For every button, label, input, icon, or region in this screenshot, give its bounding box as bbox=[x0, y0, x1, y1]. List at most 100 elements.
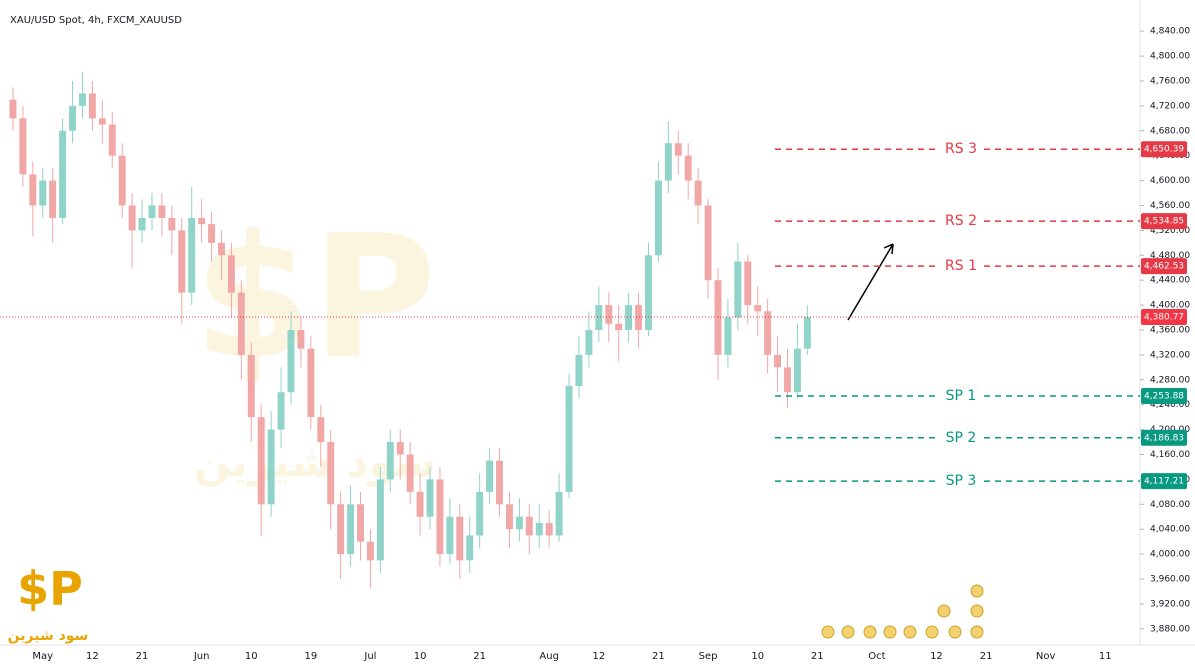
level-tag bbox=[1141, 429, 1187, 446]
level-value-label: 4,117.21 bbox=[1144, 477, 1184, 487]
candle-body bbox=[744, 261, 752, 306]
candle-body bbox=[317, 417, 325, 443]
level-label-bg bbox=[940, 140, 982, 159]
candle-body bbox=[49, 180, 57, 218]
candle-body bbox=[605, 305, 613, 324]
level-label-bg bbox=[940, 428, 982, 447]
candle-body bbox=[774, 354, 782, 368]
watermark-text: سود شیرین bbox=[194, 438, 436, 488]
level-label-bg bbox=[940, 472, 982, 491]
candle-body bbox=[803, 317, 811, 349]
y-tick-label: 4,080.00 bbox=[1150, 500, 1190, 510]
y-tick-label: 4,480.00 bbox=[1150, 251, 1190, 261]
candle-body bbox=[654, 180, 662, 256]
x-tick-label: 21 bbox=[652, 651, 665, 662]
candle-body bbox=[595, 305, 603, 330]
candle-body bbox=[575, 354, 583, 387]
candle-body bbox=[704, 205, 712, 281]
x-tick-label: 12 bbox=[86, 651, 99, 662]
candle-body bbox=[218, 242, 225, 256]
x-tick-label: Aug bbox=[539, 651, 559, 662]
candle-body bbox=[625, 305, 633, 330]
x-tick-label: 21 bbox=[473, 651, 486, 662]
candle-body bbox=[227, 255, 235, 293]
candle-body bbox=[496, 460, 504, 505]
x-tick-label: 11 bbox=[1099, 651, 1112, 662]
candle-body bbox=[476, 491, 484, 536]
candle-body bbox=[208, 224, 216, 243]
candle-body bbox=[466, 535, 474, 561]
y-tick-label: 4,040.00 bbox=[1150, 525, 1190, 535]
y-tick-label: 4,240.00 bbox=[1150, 400, 1190, 410]
x-tick-label: 12 bbox=[930, 651, 943, 662]
candle-body bbox=[486, 460, 494, 492]
level-tag bbox=[1141, 388, 1187, 405]
y-tick-label: 4,400.00 bbox=[1150, 301, 1190, 311]
y-tick-label: 4,680.00 bbox=[1150, 126, 1190, 136]
candle-body bbox=[357, 504, 364, 542]
candle-body bbox=[98, 118, 106, 125]
logo: $P سود شیرین bbox=[8, 562, 89, 645]
watermark-symbol: $P bbox=[194, 199, 437, 397]
level-value-label: 4,186.83 bbox=[1144, 433, 1184, 443]
candle-body bbox=[337, 504, 345, 555]
level-value-label: 4,253.88 bbox=[1144, 392, 1184, 402]
candle-body bbox=[525, 516, 533, 536]
candle-body bbox=[793, 348, 801, 393]
level-tag bbox=[1141, 473, 1187, 490]
candle-body bbox=[128, 205, 136, 231]
y-tick-label: 3,960.00 bbox=[1150, 575, 1190, 585]
level-tag bbox=[1141, 141, 1187, 158]
x-tick-label: 21 bbox=[980, 651, 993, 662]
logo-symbol: $P bbox=[17, 562, 83, 616]
candle-body bbox=[585, 329, 593, 355]
level-tag bbox=[1141, 213, 1187, 230]
candle-body bbox=[376, 479, 384, 561]
candle-body bbox=[29, 174, 37, 206]
x-tick-label: 21 bbox=[811, 651, 824, 662]
candle-body bbox=[515, 516, 523, 530]
candle-body bbox=[138, 217, 146, 231]
candle-body bbox=[257, 417, 265, 505]
candle-body bbox=[545, 522, 553, 536]
x-tick-label: 10 bbox=[414, 651, 427, 662]
x-tick-label: 19 bbox=[304, 651, 317, 662]
y-tick-label: 4,760.00 bbox=[1150, 76, 1190, 86]
candle-body bbox=[505, 504, 513, 530]
candle-body bbox=[78, 93, 86, 106]
candle-body bbox=[644, 255, 652, 330]
candle-body bbox=[694, 180, 702, 206]
level-tag bbox=[1141, 258, 1187, 275]
candle-body bbox=[386, 442, 394, 480]
candle-body bbox=[69, 105, 77, 131]
x-tick-label: Jun bbox=[193, 651, 210, 662]
watermark: $P سود شیرین bbox=[194, 199, 437, 487]
x-tick-label: 21 bbox=[136, 651, 149, 662]
y-tick-label: 4,320.00 bbox=[1150, 350, 1190, 360]
level-value-label: 4,650.39 bbox=[1144, 145, 1184, 155]
y-tick-label: 4,560.00 bbox=[1150, 201, 1190, 211]
candle-body bbox=[168, 217, 176, 231]
x-tick-label: Nov bbox=[1036, 651, 1056, 662]
y-tick-label: 4,000.00 bbox=[1150, 550, 1190, 560]
level-label: RS 2 bbox=[945, 213, 977, 229]
candle-body bbox=[754, 305, 762, 312]
x-tick-label: May bbox=[32, 651, 53, 662]
candle-body bbox=[247, 354, 255, 418]
y-tick-label: 4,440.00 bbox=[1150, 276, 1190, 286]
candle-body bbox=[198, 217, 206, 225]
level-label-bg bbox=[940, 212, 982, 231]
candle-body bbox=[347, 504, 355, 555]
candle-body bbox=[108, 124, 116, 156]
level-label: SP 2 bbox=[946, 430, 977, 446]
candle-body bbox=[555, 491, 563, 536]
y-tick-label: 4,800.00 bbox=[1150, 52, 1190, 62]
x-tick-label: 10 bbox=[751, 651, 764, 662]
y-tick-label: 4,520.00 bbox=[1150, 226, 1190, 236]
last-price-label: 4,380.77 bbox=[1144, 313, 1184, 323]
candle-body bbox=[734, 261, 742, 318]
candle-body bbox=[158, 205, 166, 218]
candle-body bbox=[118, 155, 126, 206]
candle-body bbox=[178, 230, 186, 293]
